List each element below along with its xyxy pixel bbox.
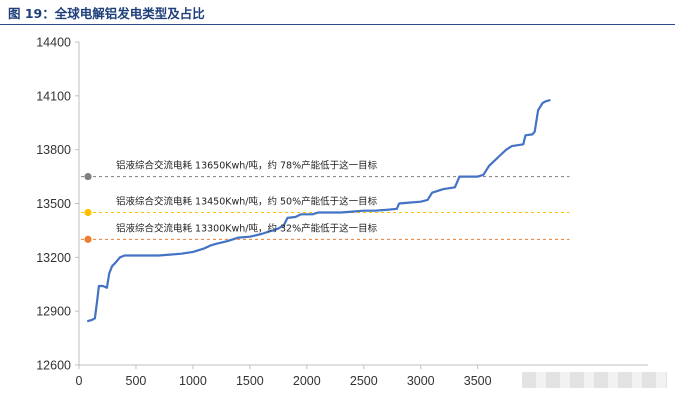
x-tick-label: 1500 bbox=[236, 374, 264, 388]
y-tick-label: 14100 bbox=[36, 89, 71, 103]
axes: 12600 12900 13200 13500 13800 14100 14400 0 500 1… bbox=[36, 36, 648, 388]
y-tick-label: 13800 bbox=[36, 143, 71, 157]
reference-lines bbox=[81, 172, 570, 243]
watermark-blur bbox=[522, 372, 667, 388]
reference-label: 铝液综合交流电耗 13450Kwh/吨，约 50%产能低于这一目标 bbox=[116, 195, 378, 207]
reference-label: 铝液综合交流电耗 13300Kwh/吨，约 32%产能低于这一目标 bbox=[116, 222, 378, 234]
y-tick-label: 12900 bbox=[36, 305, 71, 319]
y-tick-label: 13500 bbox=[36, 197, 71, 211]
y-tick-label: 13200 bbox=[36, 251, 71, 265]
series-layer bbox=[87, 99, 551, 323]
x-tick-label: 3500 bbox=[464, 374, 492, 388]
x-tick-label: 2500 bbox=[350, 374, 378, 388]
x-tick-label: 2000 bbox=[293, 374, 321, 388]
x-tick-label: 0 bbox=[76, 374, 83, 388]
reference-marker bbox=[84, 235, 92, 243]
title-rule bbox=[0, 24, 675, 25]
x-tick-label: 3000 bbox=[407, 374, 435, 388]
y-tick-label: 14400 bbox=[36, 36, 71, 50]
x-tick-label: 1000 bbox=[179, 374, 207, 388]
x-tick-label: 500 bbox=[126, 374, 147, 388]
y-tick-label: 12600 bbox=[36, 359, 71, 373]
annotations: 铝液综合交流电耗 13650Kwh/吨，约 78%产能低于这一目标铝液综合交流电… bbox=[116, 160, 378, 235]
reference-marker bbox=[84, 172, 92, 181]
reference-marker bbox=[84, 208, 92, 217]
figure-title: 图 19：全球电解铝发电类型及占比 bbox=[8, 6, 205, 21]
reference-label: 铝液综合交流电耗 13650Kwh/吨，约 78%产能低于这一目标 bbox=[116, 160, 378, 172]
series-line bbox=[87, 99, 551, 323]
